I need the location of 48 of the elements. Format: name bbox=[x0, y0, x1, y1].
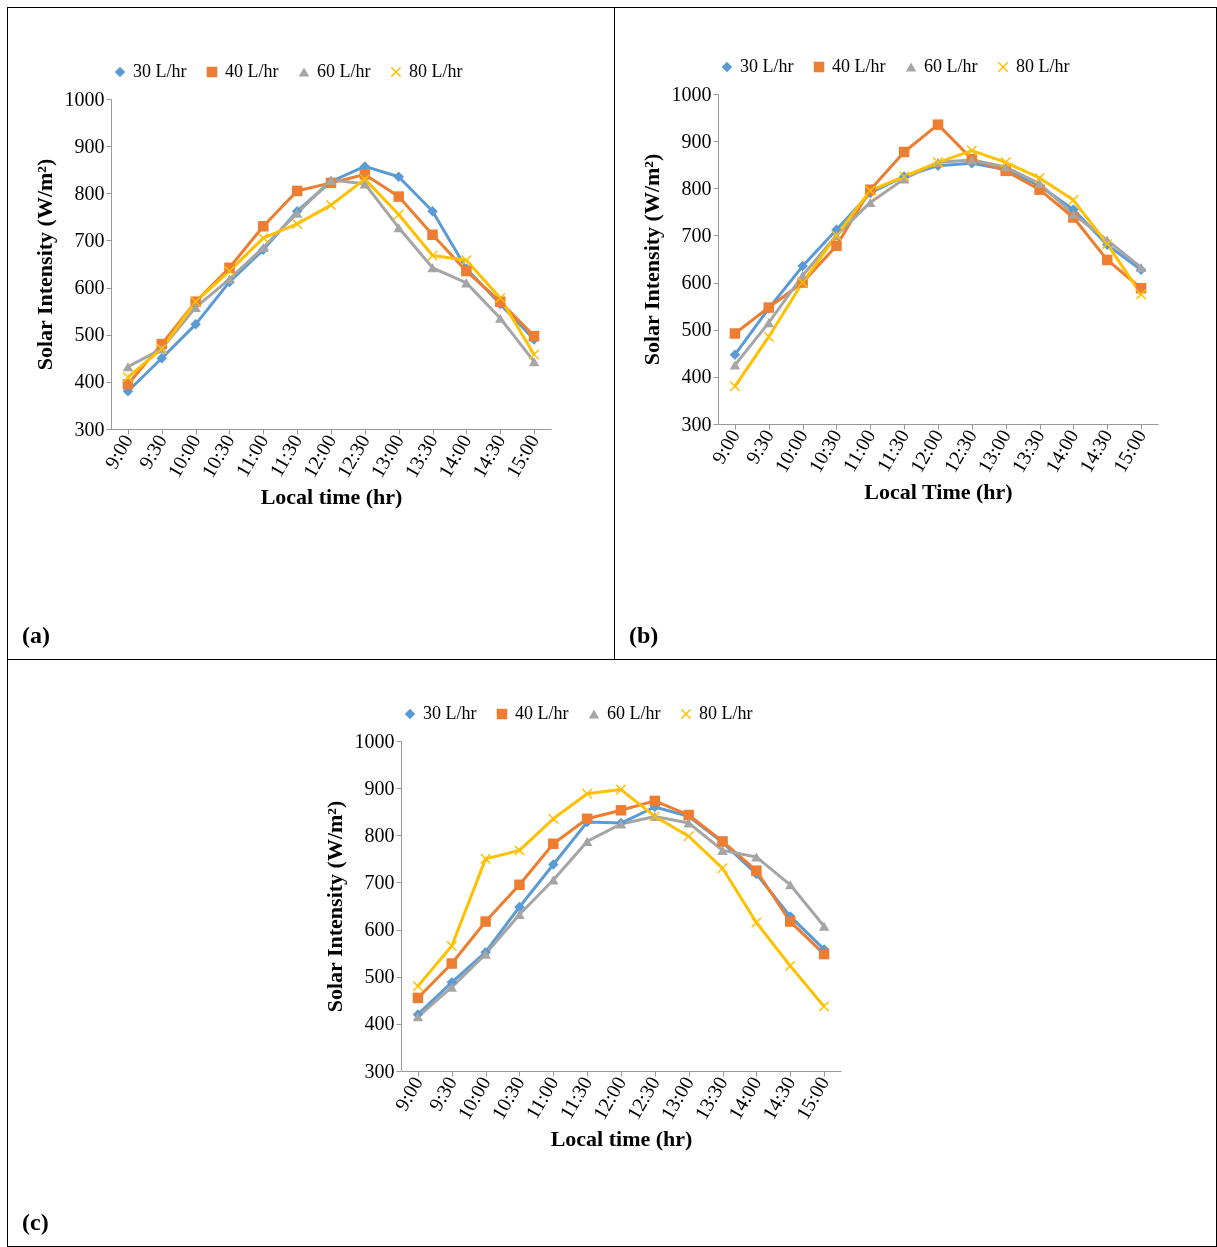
legend-label: 30 L/hr bbox=[740, 56, 794, 76]
x-axis-title: Local time (hr) bbox=[550, 1125, 693, 1151]
y-tick-label: 300 bbox=[681, 412, 712, 435]
y-tick-label: 800 bbox=[364, 823, 395, 846]
y-tick-label: 1000 bbox=[671, 82, 712, 105]
y-tick-label: 800 bbox=[681, 176, 712, 199]
y-tick-label: 700 bbox=[74, 228, 105, 251]
y-tick-label: 500 bbox=[364, 965, 395, 988]
y-tick-label: 600 bbox=[364, 918, 395, 941]
y-axis-title: Solar Intensity (W/m²) bbox=[638, 153, 664, 366]
y-tick-label: 400 bbox=[681, 365, 712, 388]
x-tick-label: 9:30 bbox=[134, 430, 171, 473]
y-tick-label: 900 bbox=[74, 134, 105, 157]
legend-label: 60 L/hr bbox=[924, 56, 978, 76]
y-tick-label: 500 bbox=[681, 318, 712, 341]
legend-label: 80 L/hr bbox=[1016, 56, 1070, 76]
y-tick-label: 300 bbox=[74, 417, 105, 440]
legend-label: 60 L/hr bbox=[607, 703, 661, 723]
x-axis-title: Local Time (hr) bbox=[864, 478, 1013, 504]
y-tick-label: 700 bbox=[681, 223, 712, 246]
x-axis-title: Local time (hr) bbox=[260, 483, 403, 509]
y-tick-label: 800 bbox=[74, 181, 105, 204]
legend-label: 80 L/hr bbox=[409, 61, 463, 81]
y-tick-label: 900 bbox=[364, 776, 395, 799]
legend-label: 60 L/hr bbox=[317, 61, 371, 81]
legend-label: 40 L/hr bbox=[832, 56, 886, 76]
legend-label: 30 L/hr bbox=[423, 703, 477, 723]
legend-label: 30 L/hr bbox=[133, 61, 187, 81]
y-tick-label: 1000 bbox=[354, 729, 395, 752]
x-tick-label: 9:30 bbox=[424, 1072, 461, 1115]
y-tick-label: 900 bbox=[681, 129, 712, 152]
legend-label: 40 L/hr bbox=[515, 703, 569, 723]
y-axis-title: Solar Intensity (W/m²) bbox=[321, 800, 347, 1013]
y-axis-title: Solar Intensity (W/m²) bbox=[31, 158, 57, 371]
x-tick-label: 9:30 bbox=[741, 425, 778, 468]
y-tick-label: 400 bbox=[74, 370, 105, 393]
y-tick-label: 500 bbox=[74, 323, 105, 346]
legend-label: 40 L/hr bbox=[225, 61, 279, 81]
y-tick-label: 300 bbox=[364, 1059, 395, 1082]
y-tick-label: 400 bbox=[364, 1012, 395, 1035]
y-tick-label: 600 bbox=[74, 276, 105, 299]
text: (b) bbox=[629, 622, 659, 649]
text: (a) bbox=[22, 622, 50, 649]
y-tick-label: 700 bbox=[364, 870, 395, 893]
y-tick-label: 1000 bbox=[64, 87, 105, 110]
legend-label: 80 L/hr bbox=[699, 703, 753, 723]
y-tick-label: 600 bbox=[681, 271, 712, 294]
text: (c) bbox=[22, 1209, 49, 1236]
